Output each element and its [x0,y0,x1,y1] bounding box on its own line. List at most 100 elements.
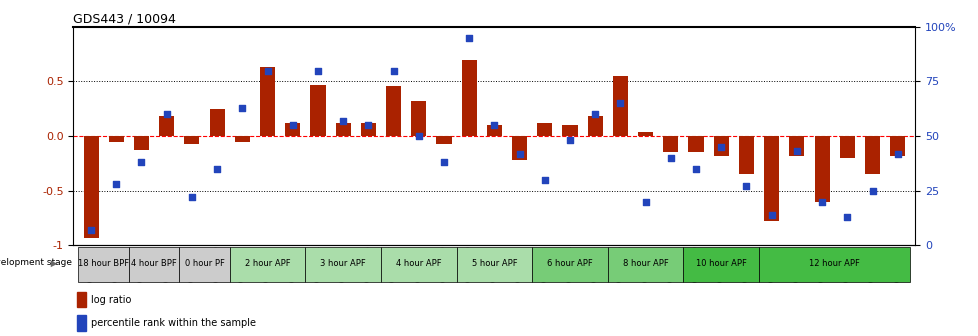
Text: percentile rank within the sample: percentile rank within the sample [90,318,255,328]
Point [713,144,729,150]
Text: GSM4614: GSM4614 [817,245,825,282]
Bar [385,86,401,136]
Point [310,68,326,73]
Text: 10 hour APF: 10 hour APF [695,259,746,268]
Bar [411,101,425,136]
Point [411,133,426,139]
Point [259,68,275,73]
Bar [713,136,728,156]
Text: GSM4616: GSM4616 [867,245,876,282]
Bar [537,123,552,136]
Text: 6 hour APF: 6 hour APF [547,259,593,268]
FancyBboxPatch shape [305,247,380,282]
Bar [612,76,627,136]
Bar [788,136,804,156]
Point [436,160,452,165]
Point [511,151,527,156]
Text: GSM4598: GSM4598 [414,245,422,282]
Text: GSM4604: GSM4604 [565,245,574,282]
Text: GSM4612: GSM4612 [767,245,776,282]
Text: GSM4590: GSM4590 [212,245,221,282]
Text: 2 hour APF: 2 hour APF [244,259,290,268]
Point [889,151,905,156]
Text: 12 hour APF: 12 hour APF [809,259,860,268]
Bar [260,67,275,136]
Text: log ratio: log ratio [90,295,131,304]
Bar [587,116,602,136]
Text: 0 hour PF: 0 hour PF [185,259,224,268]
Bar [486,125,502,136]
Bar [638,132,652,136]
Point [109,181,124,187]
Text: GSM4594: GSM4594 [313,245,322,282]
Text: GSM4610: GSM4610 [716,245,725,282]
FancyBboxPatch shape [78,247,129,282]
FancyBboxPatch shape [607,247,683,282]
FancyBboxPatch shape [456,247,532,282]
Point [536,177,552,182]
Point [662,155,678,161]
Text: 4 hour APF: 4 hour APF [395,259,441,268]
FancyBboxPatch shape [179,247,230,282]
Point [285,122,300,128]
Text: GSM4607: GSM4607 [641,245,649,282]
Text: GSM4595: GSM4595 [338,245,347,282]
Text: GSM4586: GSM4586 [111,245,120,282]
Bar [839,136,854,158]
Bar [77,315,86,331]
Bar [889,136,905,156]
Point [335,118,351,123]
Text: GSM4609: GSM4609 [690,245,700,282]
Text: GSM4591: GSM4591 [238,245,246,282]
Point [360,122,376,128]
Point [763,212,778,217]
Text: GSM4601: GSM4601 [489,245,499,282]
Text: GSM4588: GSM4588 [162,245,171,282]
Bar [562,125,577,136]
Text: GDS443 / 10094: GDS443 / 10094 [73,13,176,26]
Point [838,214,854,220]
Bar [688,136,703,153]
Text: 3 hour APF: 3 hour APF [320,259,366,268]
Text: GSM4600: GSM4600 [465,245,473,282]
Text: GSM4587: GSM4587 [137,245,146,282]
Bar [109,136,123,141]
Bar [83,136,99,238]
Text: GSM4615: GSM4615 [842,245,851,282]
Point [235,105,250,110]
Text: GSM4599: GSM4599 [439,245,448,282]
Bar [738,136,753,174]
Point [461,35,476,40]
Text: GSM4613: GSM4613 [791,245,801,282]
FancyBboxPatch shape [380,247,456,282]
Point [486,122,502,128]
Text: GSM4602: GSM4602 [514,245,523,282]
Text: GSM4585: GSM4585 [86,245,96,282]
Bar [209,109,224,136]
Text: GSM4592: GSM4592 [263,245,272,282]
Point [814,199,829,204]
Text: development stage: development stage [0,258,71,267]
Text: GSM4589: GSM4589 [187,245,197,282]
Text: GSM4593: GSM4593 [288,245,297,282]
Point [864,188,879,194]
Text: 8 hour APF: 8 hour APF [622,259,668,268]
Bar [310,85,325,136]
Text: GSM4617: GSM4617 [892,245,902,282]
Point [737,183,753,189]
Point [587,112,602,117]
Bar [335,123,350,136]
Text: GSM4611: GSM4611 [741,245,750,282]
Point [83,227,99,233]
Text: 4 hour BPF: 4 hour BPF [131,259,177,268]
Bar [184,136,200,144]
Text: GSM4608: GSM4608 [666,245,675,282]
Bar [764,136,778,221]
Bar [814,136,828,202]
Text: GSM4605: GSM4605 [590,245,600,282]
Bar [134,136,149,150]
Bar [361,123,376,136]
Text: 18 hour BPF: 18 hour BPF [78,259,129,268]
Point [184,195,200,200]
FancyBboxPatch shape [532,247,607,282]
